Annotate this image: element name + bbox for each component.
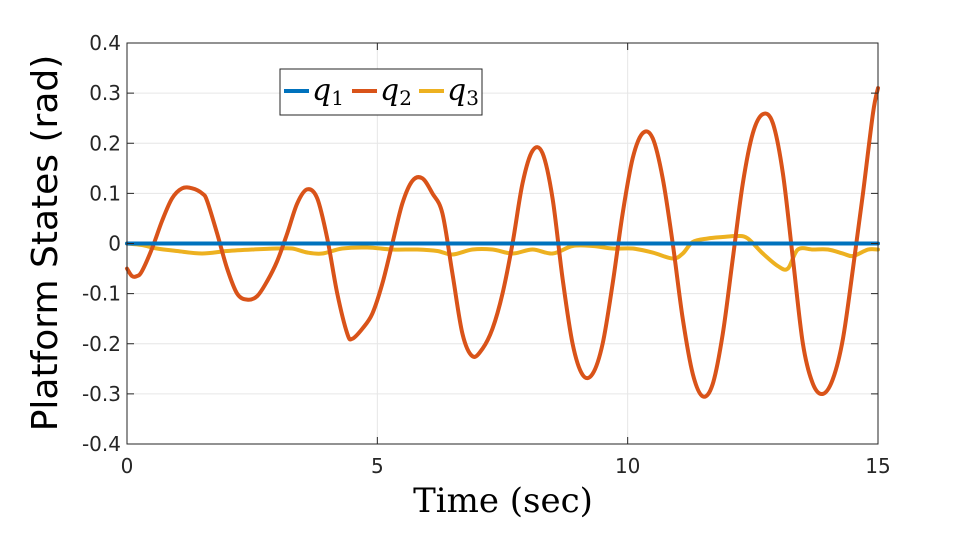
legend: q1 q2 q3 bbox=[279, 68, 483, 116]
y-axis-label: Platform States (rad) bbox=[25, 55, 66, 432]
y-tick-label: 0.4 bbox=[89, 31, 121, 55]
legend-box bbox=[279, 68, 483, 116]
x-tick-labels: 0 5 10 15 bbox=[121, 454, 891, 478]
y-tick-label: -0.4 bbox=[82, 432, 121, 456]
y-tick-label: 0.2 bbox=[89, 131, 121, 155]
y-tick-label: -0.3 bbox=[82, 382, 121, 406]
y-tick-labels: -0.4 -0.3 -0.2 -0.1 0 0.1 0.2 0.3 0.4 bbox=[82, 31, 121, 456]
x-tick-label: 10 bbox=[615, 454, 640, 478]
y-tick-label: 0.1 bbox=[89, 181, 121, 205]
x-tick-label: 0 bbox=[121, 454, 134, 478]
y-tick-label: -0.2 bbox=[82, 332, 121, 356]
series-line-q2 bbox=[125, 86, 880, 399]
y-tick-label: 0 bbox=[108, 232, 121, 256]
y-tick-label: -0.1 bbox=[82, 282, 121, 306]
series-line-q3 bbox=[125, 233, 880, 272]
x-tick-label: 15 bbox=[865, 454, 890, 478]
x-axis-label: Time (sec) bbox=[413, 481, 593, 521]
tick-marks bbox=[126, 42, 879, 445]
x-tick-label: 5 bbox=[371, 454, 384, 478]
y-tick-label: 0.3 bbox=[89, 81, 121, 105]
series-lines bbox=[125, 86, 880, 399]
